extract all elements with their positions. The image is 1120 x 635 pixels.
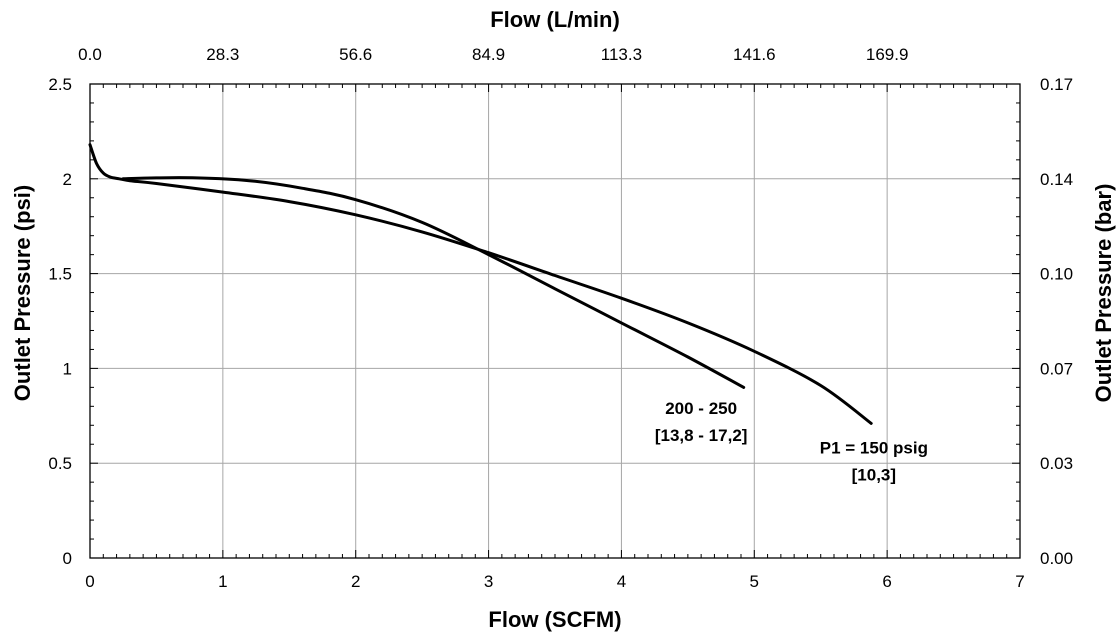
x-tick-label: 2: [351, 572, 360, 591]
y-tick-label: 2.5: [48, 75, 72, 94]
y-tick-label: 0: [63, 549, 72, 568]
x-tick-label: 1: [218, 572, 227, 591]
series-annotations: P1 = 150 psig [10,3] 200 - 250 [13,8 - 17,2…: [655, 399, 928, 485]
grid-lines: [90, 84, 1020, 558]
x-tick-label: 5: [750, 572, 759, 591]
x-top-tick-label: 0.0: [78, 45, 102, 64]
series-line-2: [121, 176, 746, 389]
top-axis-title: Flow (L/min): [490, 7, 620, 32]
bottom-axis-title: Flow (SCFM): [488, 607, 621, 632]
y-tick-label: 1.5: [48, 265, 72, 284]
x-top-tick-label: 113.3: [601, 45, 642, 64]
series-label-2: 200 - 250: [665, 399, 737, 418]
y-right-tick-label: 0.10: [1040, 265, 1073, 284]
tick-marks: [89, 83, 1021, 559]
x-top-tick-label: 141.6: [733, 45, 776, 64]
series-label-1: [10,3]: [852, 466, 896, 485]
series-label-1: P1 = 150 psig: [820, 439, 928, 458]
x-tick-label: 6: [882, 572, 891, 591]
left-axis-title: Outlet Pressure (psi): [10, 185, 35, 401]
x-tick-label: 0: [85, 572, 94, 591]
x-top-tick-label: 84.9: [472, 45, 505, 64]
y-right-tick-label: 0.17: [1040, 75, 1073, 94]
x-top-tick-label: 169.9: [866, 45, 909, 64]
y-right-tick-label: 0.07: [1040, 359, 1073, 378]
x-tick-label: 4: [617, 572, 626, 591]
x-top-tick-label: 28.3: [206, 45, 239, 64]
plot-frame: [89, 83, 1021, 559]
y-tick-label: 0.5: [48, 454, 72, 473]
series-lines: [88, 143, 873, 425]
x-top-tick-label: 56.6: [339, 45, 372, 64]
y-right-tick-label: 0.03: [1040, 454, 1073, 473]
right-axis-title: Outlet Pressure (bar): [1091, 184, 1116, 403]
x-tick-label: 3: [484, 572, 493, 591]
y-right-tick-label: 0.00: [1040, 549, 1073, 568]
y-right-tick-label: 0.14: [1040, 170, 1073, 189]
tick-labels: 0 1 2 3 4 5 6 7 0 0.5 1 1.5 2 2.5 0.0 28.3 56.6 84.9 113.3…: [48, 45, 1073, 591]
series-label-2: [13,8 - 17,2]: [655, 426, 748, 445]
series-line-1: [88, 143, 873, 425]
y-tick-label: 2: [63, 170, 72, 189]
x-tick-label: 7: [1015, 572, 1024, 591]
y-tick-label: 1: [63, 359, 72, 378]
